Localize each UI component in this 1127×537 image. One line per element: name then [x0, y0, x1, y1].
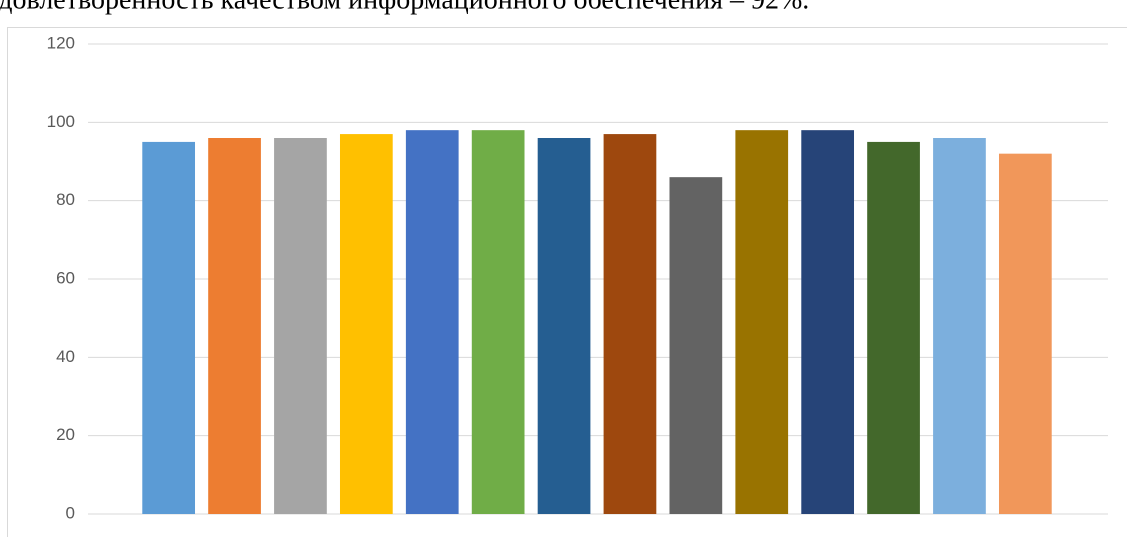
bar	[142, 141, 196, 514]
bar	[801, 130, 855, 514]
y-tick-label: 0	[66, 503, 75, 522]
heading: удовлетворенность качеством информационн…	[0, 0, 809, 15]
y-tick-label: 40	[56, 347, 75, 366]
bar	[274, 138, 327, 514]
y-tick-label: 100	[47, 112, 75, 131]
bar	[933, 138, 986, 514]
bar	[735, 130, 789, 514]
chart-border	[7, 27, 1127, 537]
bar	[339, 134, 393, 515]
bar	[208, 138, 261, 514]
bar	[867, 141, 920, 514]
bar	[537, 138, 591, 514]
y-tick-label: 80	[56, 190, 75, 209]
bar	[471, 130, 525, 514]
y-tick-label: 120	[47, 33, 75, 52]
y-tick-label: 20	[56, 425, 75, 444]
bar	[669, 177, 723, 514]
bar	[603, 134, 657, 515]
bar	[405, 130, 459, 514]
bar	[998, 153, 1052, 514]
y-tick-label: 60	[56, 268, 75, 287]
